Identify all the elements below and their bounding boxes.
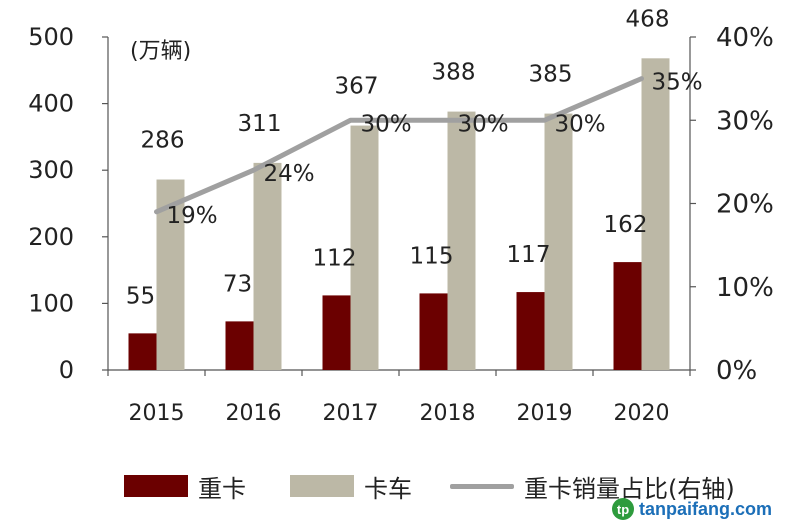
x-tick-label: 2019 — [517, 401, 573, 426]
data-label-truck: 388 — [432, 60, 476, 86]
legend-swatch-truck — [290, 475, 354, 497]
y-left-tick-label: 500 — [28, 23, 74, 51]
data-label-heavy-truck: 55 — [126, 283, 155, 309]
legend-item-truck: 卡车 — [290, 468, 412, 504]
chart: 0 100 200 300 400 500 0% 10% 20% 30% 40% 2015 2016 20… — [28, 6, 774, 426]
ratio-line-path — [154, 76, 644, 215]
legend-swatch-heavy-truck — [124, 475, 188, 497]
y-left-tick-label: 400 — [28, 90, 74, 118]
bar-truck — [447, 111, 476, 370]
y-left-tick-label: 200 — [28, 223, 74, 251]
watermark-logo-icon: tp — [612, 498, 634, 520]
y-left-tick-label: 100 — [28, 289, 74, 317]
bar-truck — [641, 58, 670, 370]
data-label-truck: 468 — [626, 6, 670, 32]
axes: 0 100 200 300 400 500 0% 10% 20% 30% 40% 2015 2016 20… — [28, 23, 774, 426]
x-tick-label: 2018 — [420, 401, 476, 426]
bar-heavy-truck — [516, 292, 545, 370]
ratio-line — [154, 76, 644, 215]
bar-heavy-truck — [322, 295, 351, 370]
legend: 重卡 卡车 重卡销量占比(右轴) — [0, 468, 811, 504]
y-right-tick-label: 20% — [716, 190, 774, 220]
data-label-ratio: 30% — [361, 111, 412, 137]
data-label-ratio: 24% — [264, 161, 315, 187]
bar-heavy-truck — [419, 293, 448, 370]
legend-item-ratio: 重卡销量占比(右轴) — [450, 468, 735, 504]
data-label-truck: 286 — [141, 128, 185, 154]
data-label-heavy-truck: 115 — [410, 243, 454, 269]
y-right-tick-label: 10% — [716, 273, 774, 303]
y-left-tick-label: 300 — [28, 156, 74, 184]
x-tick-label: 2016 — [226, 401, 282, 426]
x-tick-label: 2017 — [323, 401, 379, 426]
y-right-tick-label: 30% — [716, 106, 774, 136]
y-right-tick-label: 0% — [716, 356, 757, 386]
legend-label-ratio: 重卡销量占比(右轴) — [524, 474, 735, 503]
data-label-heavy-truck: 112 — [313, 245, 357, 271]
data-label-heavy-truck: 73 — [223, 271, 252, 297]
x-tick-label: 2015 — [129, 401, 185, 426]
y-right-tick-label: 40% — [716, 23, 774, 53]
data-label-ratio: 30% — [555, 111, 606, 137]
x-tick-label: 2020 — [614, 401, 670, 426]
data-label-truck: 367 — [335, 74, 379, 100]
bars — [128, 58, 670, 370]
data-labels: 55 286 73 311 112 367 115 388 117 385 162 468 19% 24%… — [126, 6, 703, 309]
legend-item-heavy-truck: 重卡 — [124, 468, 246, 504]
data-label-ratio: 35% — [652, 70, 703, 96]
legend-swatch-ratio — [450, 483, 514, 489]
bar-truck — [544, 113, 573, 370]
bar-truck — [350, 125, 379, 370]
data-label-truck: 385 — [529, 62, 573, 88]
watermark: tp tanpaifang.com — [612, 494, 772, 524]
bar-heavy-truck — [613, 262, 642, 370]
unit-label: (万辆) — [130, 39, 191, 64]
legend-label-truck: 卡车 — [364, 474, 412, 503]
y-left-tick-label: 0 — [59, 356, 74, 384]
data-label-heavy-truck: 117 — [507, 242, 551, 268]
data-label-ratio: 30% — [458, 111, 509, 137]
watermark-text: tanpaifang.com — [639, 498, 773, 519]
legend-label-heavy-truck: 重卡 — [198, 474, 246, 503]
bar-heavy-truck — [128, 333, 157, 370]
data-label-ratio: 19% — [167, 203, 218, 229]
bar-truck — [253, 162, 282, 370]
data-label-truck: 311 — [238, 111, 282, 137]
data-label-heavy-truck: 162 — [604, 212, 648, 238]
bar-heavy-truck — [225, 321, 254, 370]
